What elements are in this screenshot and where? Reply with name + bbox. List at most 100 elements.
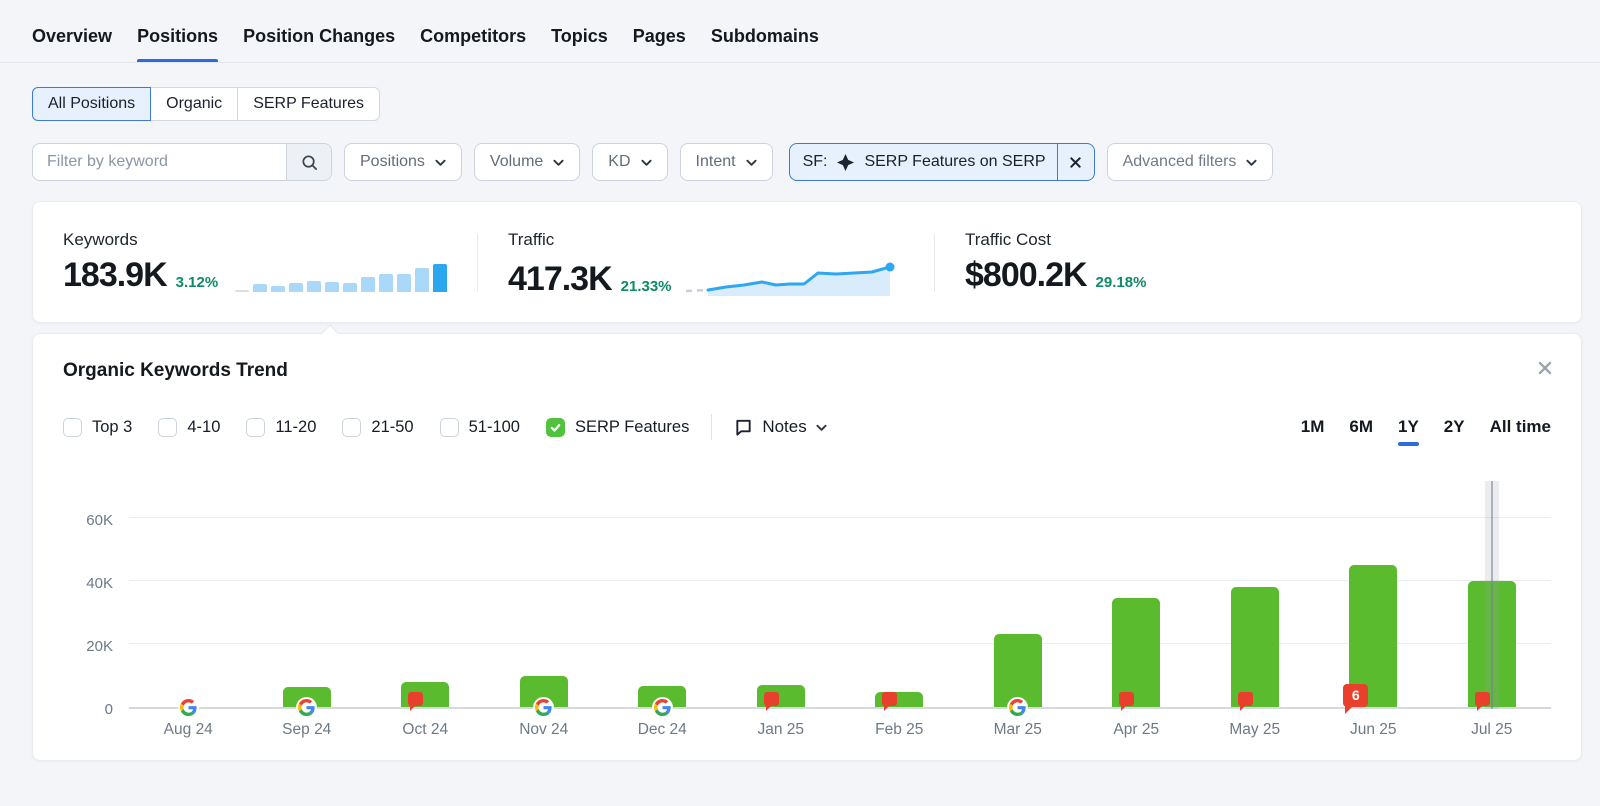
checkbox-label: 51-100 bbox=[468, 417, 520, 436]
close-panel-button[interactable] bbox=[1535, 358, 1555, 381]
filter-serp-features[interactable]: SERP Features bbox=[545, 417, 689, 437]
trend-bar-may-25[interactable] bbox=[1230, 587, 1279, 707]
range-2y[interactable]: 2Y bbox=[1443, 417, 1465, 436]
google-update-marker[interactable] bbox=[177, 697, 199, 718]
chart-column-jul-25: Jul 25 bbox=[1433, 481, 1552, 738]
checkbox-51-100 bbox=[439, 417, 459, 437]
trend-bar-apr-25[interactable] bbox=[1112, 598, 1161, 707]
note-flag-icon bbox=[736, 419, 751, 436]
google-logo-icon bbox=[535, 699, 552, 716]
metric-change: 29.18% bbox=[1095, 274, 1147, 291]
filter-4-10[interactable]: 4-10 bbox=[158, 417, 220, 437]
notes-label: Notes bbox=[762, 417, 807, 436]
nav-tab-overview[interactable]: Overview bbox=[32, 26, 113, 46]
x-axis-label: May 25 bbox=[1229, 721, 1281, 738]
metric-label: Keywords bbox=[63, 230, 138, 249]
y-axis-tick: 20K bbox=[86, 637, 113, 655]
x-axis-label: Apr 25 bbox=[1113, 721, 1160, 738]
notes-dropdown[interactable]: Notes bbox=[734, 417, 827, 437]
checkbox-label: Top 3 bbox=[92, 417, 133, 436]
chart-column-aug-24: Aug 24 bbox=[129, 485, 248, 738]
note-marker[interactable] bbox=[1237, 692, 1253, 711]
serp-features-filter-chip[interactable]: SF: SERP Features on SERP bbox=[788, 143, 1095, 181]
note-marker[interactable] bbox=[882, 692, 898, 711]
kd-dropdown[interactable]: KD bbox=[592, 143, 668, 181]
note-marker[interactable] bbox=[1119, 692, 1135, 711]
dropdown-label: KD bbox=[608, 153, 631, 170]
trend-bar-dec-24[interactable] bbox=[638, 686, 687, 707]
metric-value: 417.3K bbox=[508, 260, 613, 298]
note-marker[interactable] bbox=[408, 692, 424, 711]
metric-label: Traffic bbox=[508, 230, 555, 249]
intent-dropdown[interactable]: Intent bbox=[679, 143, 773, 181]
mini-bar bbox=[379, 274, 394, 292]
filter-top-3[interactable]: Top 3 bbox=[63, 417, 133, 437]
note-marker[interactable] bbox=[1474, 692, 1490, 711]
range-6m[interactable]: 6M bbox=[1349, 417, 1373, 436]
plot-area: Aug 24 Sep 24 Oct 24 Nov 24 Dec 24 Jan 25 Feb … bbox=[129, 481, 1552, 738]
nav-tab-competitors[interactable]: Competitors bbox=[420, 26, 527, 46]
chart-column-jun-25: 6 Jun 25 bbox=[1314, 485, 1433, 738]
check-icon bbox=[550, 423, 561, 432]
remove-filter-button[interactable] bbox=[1058, 144, 1094, 180]
google-logo-icon bbox=[179, 699, 197, 716]
metric-change: 21.33% bbox=[620, 278, 672, 295]
chevron-down-icon bbox=[435, 159, 446, 166]
trend-bar-mar-25[interactable] bbox=[993, 634, 1042, 707]
nav-tab-position-changes[interactable]: Position Changes bbox=[243, 26, 396, 46]
x-axis-label: Nov 24 bbox=[519, 721, 569, 738]
nav-tab-pages[interactable]: Pages bbox=[632, 26, 686, 46]
nav-tab-topics[interactable]: Topics bbox=[551, 26, 608, 46]
range-all-time[interactable]: All time bbox=[1489, 417, 1551, 436]
positions-dropdown[interactable]: Positions bbox=[344, 143, 462, 181]
google-update-marker[interactable] bbox=[296, 697, 318, 718]
volume-dropdown[interactable]: Volume bbox=[473, 143, 581, 181]
x-axis-label: Jun 25 bbox=[1349, 721, 1397, 738]
google-update-marker[interactable] bbox=[651, 697, 673, 718]
filter-toolbar: Positions Volume KD Intent SF: SERP Feature… bbox=[32, 143, 1568, 181]
chevron-down-icon bbox=[1246, 159, 1257, 166]
note-marker[interactable]: 6 bbox=[1343, 684, 1369, 714]
google-logo-icon bbox=[298, 699, 315, 716]
google-update-marker[interactable] bbox=[1007, 697, 1029, 718]
search-button[interactable] bbox=[286, 144, 331, 180]
chart-column-jan-25: Jan 25 bbox=[722, 485, 841, 738]
mini-bar bbox=[307, 281, 322, 292]
trend-bar-jun-25[interactable] bbox=[1349, 565, 1398, 707]
nav-tab-subdomains[interactable]: Subdomains bbox=[710, 26, 819, 46]
advanced-filters-dropdown[interactable]: Advanced filters bbox=[1106, 143, 1274, 181]
google-update-marker[interactable] bbox=[533, 697, 555, 718]
chart-column-sep-24: Sep 24 bbox=[248, 485, 367, 738]
metrics-summary-card: Keywords 183.9K 3.12% Traffic 417.3K 21.… bbox=[32, 201, 1582, 323]
keyword-filter-input[interactable] bbox=[33, 144, 286, 180]
range-1y[interactable]: 1Y bbox=[1398, 417, 1419, 446]
checkbox-label: 21-50 bbox=[371, 417, 414, 436]
range-1m[interactable]: 1M bbox=[1300, 417, 1325, 436]
filter-11-20[interactable]: 11-20 bbox=[246, 417, 316, 437]
x-axis-label: Sep 24 bbox=[282, 721, 332, 738]
nav-tab-positions[interactable]: Positions bbox=[137, 26, 219, 62]
chevron-down-icon bbox=[640, 159, 652, 166]
gridline bbox=[129, 516, 1551, 518]
advanced-filters-label: Advanced filters bbox=[1122, 153, 1237, 170]
metric-value: $800.2K bbox=[965, 256, 1088, 294]
chart-column-feb-25: Feb 25 bbox=[840, 485, 959, 738]
filter-51-100[interactable]: 51-100 bbox=[439, 417, 520, 437]
x-axis-label: Jul 25 bbox=[1471, 721, 1513, 738]
google-logo-icon bbox=[653, 699, 671, 716]
mini-bar bbox=[415, 268, 430, 292]
view-tab-serp-features[interactable]: SERP Features bbox=[237, 87, 381, 121]
chart-column-oct-24: Oct 24 bbox=[366, 485, 485, 738]
checkbox-serp-features bbox=[545, 417, 565, 437]
view-tab-all-positions[interactable]: All Positions bbox=[32, 87, 152, 121]
filter-21-50[interactable]: 21-50 bbox=[342, 417, 414, 437]
note-marker[interactable] bbox=[763, 692, 779, 711]
checkbox-11-20 bbox=[246, 417, 266, 437]
metric-traffic: Traffic 417.3K 21.33% bbox=[478, 230, 934, 296]
view-tab-organic[interactable]: Organic bbox=[150, 87, 239, 121]
keywords-sparkline bbox=[235, 262, 448, 292]
mini-bar bbox=[253, 284, 268, 292]
dropdown-label: Intent bbox=[695, 153, 736, 170]
top-navigation: Overview Positions Position Changes Competi… bbox=[0, 0, 1600, 63]
chart-column-mar-25: Mar 25 bbox=[959, 485, 1078, 738]
